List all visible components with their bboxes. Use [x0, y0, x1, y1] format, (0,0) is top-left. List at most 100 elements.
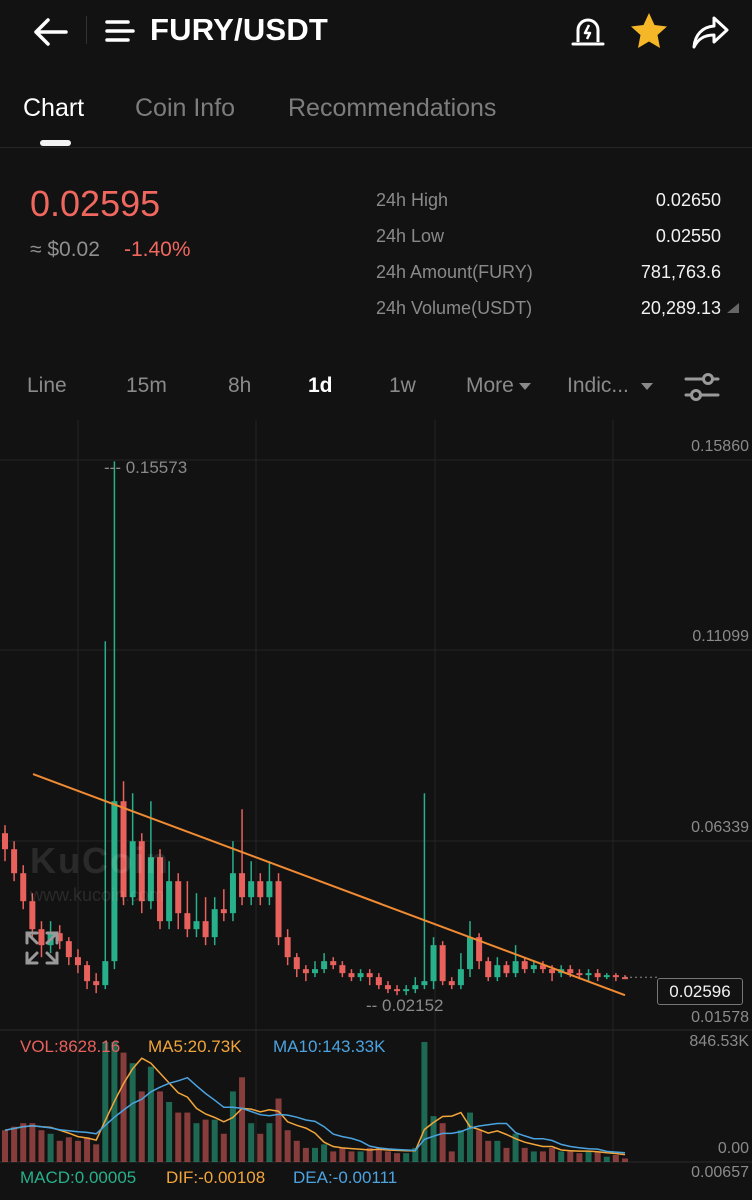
header-divider [86, 16, 87, 44]
candle-body [612, 975, 619, 978]
volume-bar [430, 1116, 437, 1162]
dif-legend: DIF:-0.00108 [166, 1168, 266, 1187]
ma5-legend: MA5:20.73K [148, 1037, 242, 1056]
volume-bar [403, 1153, 410, 1162]
trend-line [32, 773, 626, 997]
volume-bar [38, 1130, 45, 1162]
more-label: More [466, 374, 514, 397]
stat-value-volume: 20,289.13 [640, 298, 721, 318]
tab-chart[interactable]: Chart [23, 94, 85, 122]
candle-body [20, 873, 27, 902]
volume-bar [512, 1133, 519, 1162]
stat-label-amount: 24h Amount(FURY) [376, 262, 533, 282]
volume-bar [102, 1042, 109, 1162]
vol-axis-min: 0.00 [717, 1140, 749, 1157]
candle-body [266, 881, 273, 898]
candle-body [576, 973, 583, 976]
candle-body [549, 969, 556, 974]
volume-bar [549, 1147, 556, 1162]
volume-bar [302, 1147, 309, 1162]
volume-bar [530, 1151, 537, 1162]
kucoin-watermark-url: www.kucoin.com [30, 885, 165, 905]
candle-body [430, 945, 437, 982]
volume-bar [457, 1130, 464, 1162]
current-price-label: 0.02596 [657, 978, 743, 1005]
volume-bar [220, 1133, 227, 1162]
volume-bar [29, 1123, 36, 1162]
volume-bar [357, 1151, 364, 1162]
volume-bar [56, 1140, 63, 1162]
volume-bar [448, 1151, 455, 1162]
stat-value-high: 0.02650 [655, 190, 721, 210]
volume-bar [603, 1156, 610, 1162]
indicators-dropdown[interactable]: Indic... [567, 374, 653, 398]
volume-bar [394, 1153, 401, 1162]
candle-body [585, 973, 592, 976]
candle-body [275, 881, 282, 938]
candle-body [521, 961, 528, 970]
candle-body [384, 985, 391, 990]
candle-body [56, 933, 63, 942]
fullscreen-icon[interactable] [24, 930, 60, 966]
candle-body [357, 973, 364, 978]
interval-1w[interactable]: 1w [389, 374, 416, 397]
candle-body [2, 833, 8, 850]
candle-body [366, 973, 373, 978]
share-icon[interactable] [690, 12, 730, 52]
volume-bar [120, 1052, 127, 1162]
volume-bar [312, 1147, 318, 1162]
candle-body [138, 841, 145, 902]
candle-body [257, 881, 264, 898]
price-alert-icon[interactable] [568, 12, 608, 52]
tab-recommendations[interactable]: Recommendations [288, 94, 497, 122]
approx-usd: ≈ $0.02 [30, 238, 100, 261]
interval-line[interactable]: Line [27, 374, 67, 397]
candle-body [175, 881, 182, 914]
interval-8h[interactable]: 8h [228, 374, 252, 397]
macd-legend: MACD:0.00005 [20, 1168, 137, 1187]
interval-1d[interactable]: 1d [308, 374, 333, 397]
volume-bar [257, 1133, 264, 1162]
chevron-down-icon [518, 382, 531, 390]
sliders-icon[interactable] [682, 370, 722, 404]
volume-bar [229, 1091, 236, 1162]
high-marker: --- 0.15573 [104, 458, 188, 477]
volume-bar [612, 1154, 619, 1162]
volume-bar [184, 1112, 191, 1162]
candle-body [29, 901, 36, 930]
candle-body [202, 921, 209, 938]
candle-body [439, 945, 446, 982]
volume-bar [147, 1066, 154, 1162]
candle-body [485, 961, 492, 978]
candle-body [184, 913, 191, 930]
volume-bar [157, 1091, 163, 1162]
star-icon[interactable] [628, 10, 670, 52]
volume-bar [503, 1147, 510, 1162]
candle-body [302, 969, 309, 974]
volume-bar [138, 1091, 145, 1162]
back-arrow-icon[interactable] [28, 12, 72, 52]
volume-bar [65, 1137, 72, 1162]
candle-body [111, 801, 118, 962]
vol-legend: VOL:8628.16 [20, 1037, 121, 1056]
candle-body [476, 937, 483, 962]
vol-axis-max: 846.53K [689, 1033, 749, 1050]
candle-body [494, 965, 501, 978]
volume-bar [494, 1140, 501, 1162]
candle-body [321, 961, 328, 970]
tab-coin-info[interactable]: Coin Info [135, 94, 236, 122]
interval-15m[interactable]: 15m [126, 374, 167, 397]
volume-bar [567, 1151, 574, 1162]
more-dropdown[interactable]: More [466, 374, 531, 398]
candlestick-chart[interactable] [0, 420, 752, 1200]
volume-bars [2, 1042, 628, 1162]
candle-body [394, 989, 401, 992]
volume-bar [476, 1130, 483, 1162]
candle-body [467, 937, 473, 970]
candle-body [539, 965, 546, 970]
pair-title[interactable]: FURY/USDT [150, 12, 329, 47]
candle-body [248, 881, 255, 898]
price-change: -1.40% [124, 238, 191, 261]
volume-bar [576, 1153, 583, 1162]
menu-icon[interactable] [104, 16, 136, 46]
